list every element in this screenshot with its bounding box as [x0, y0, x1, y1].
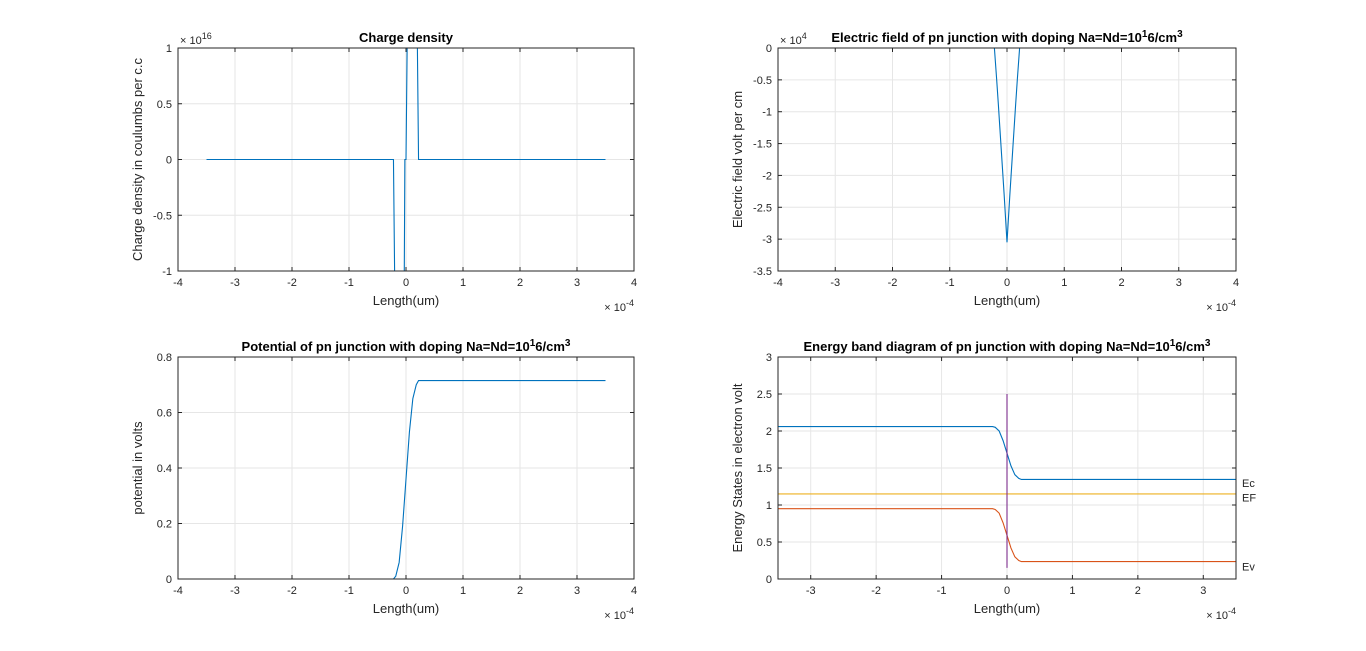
band-label-ec: Ec [1242, 478, 1255, 490]
y-scale-exponent: × 1016 [180, 31, 212, 47]
series-line-1 [806, 47, 1208, 243]
x-tick-label: -3 [230, 277, 240, 289]
y-axis-label: Electric field volt per cm [730, 91, 745, 228]
x-tick-label: 1 [1069, 585, 1075, 597]
y-tick-label: 1 [166, 43, 172, 55]
x-tick-label: 3 [574, 277, 580, 289]
y-tick-label: -0.5 [153, 210, 172, 222]
x-axis-label: Length(um) [974, 293, 1040, 308]
x-tick-label: 1 [460, 585, 466, 597]
y-tick-label: -1.5 [753, 139, 772, 151]
chart-panel-1: -4 -3 -2 -1 0 1 2 3 4 -1 -0.5 0 0.5 1 × 10-4 × 1016 Leng… [130, 30, 637, 314]
x-tick-label: 3 [574, 585, 580, 597]
y-axis-label: potential in volts [130, 421, 145, 515]
x-tick-label: 4 [631, 585, 637, 597]
x-tick-label: -1 [937, 585, 947, 597]
x-tick-label: 2 [1118, 277, 1124, 289]
x-tick-label: 0 [1004, 585, 1010, 597]
y-tick-label: -1 [762, 107, 772, 119]
x-tick-label: -3 [806, 585, 816, 597]
y-tick-label: 0.6 [157, 408, 172, 420]
chart-title: Charge density [359, 30, 454, 45]
y-tick-label: -2.5 [753, 202, 772, 214]
y-tick-label: -3 [762, 234, 772, 246]
x-tick-label: -1 [945, 277, 955, 289]
x-tick-label: 4 [1233, 277, 1239, 289]
y-axis-label: Charge density in coulumbs per c.c [130, 57, 145, 261]
x-tick-label: -2 [888, 277, 898, 289]
y-tick-label: 2.5 [757, 389, 772, 401]
y-tick-label: 3 [766, 352, 772, 364]
x-axis-label: Length(um) [373, 293, 439, 308]
y-tick-label: 1.5 [757, 463, 772, 475]
x-scale-exponent: × 10-4 [1206, 606, 1236, 622]
y-tick-label: -1 [162, 266, 172, 278]
x-tick-label: -4 [173, 277, 183, 289]
x-tick-label: 3 [1200, 585, 1206, 597]
x-tick-label: -3 [230, 585, 240, 597]
x-tick-label: 0 [403, 585, 409, 597]
chart-title: Potential of pn junction with doping Na=… [242, 338, 571, 354]
y-axis-label: Energy States in electron volt [730, 383, 745, 552]
y-scale-exponent: × 104 [780, 31, 807, 47]
y-tick-label: 0 [166, 574, 172, 586]
x-tick-label: 4 [631, 277, 637, 289]
x-tick-label: -1 [344, 585, 354, 597]
x-tick-label: 2 [517, 585, 523, 597]
y-tick-label: -2 [762, 170, 772, 182]
y-tick-label: 0 [166, 155, 172, 167]
chart-title: Electric field of pn junction with dopin… [831, 29, 1183, 45]
x-tick-label: 0 [403, 277, 409, 289]
y-tick-label: 1 [766, 500, 772, 512]
x-scale-exponent: × 10-4 [1206, 298, 1236, 314]
x-tick-label: 0 [1004, 277, 1010, 289]
x-tick-label: -3 [830, 277, 840, 289]
y-tick-label: 0.5 [757, 537, 772, 549]
series-line-1 [206, 47, 606, 272]
x-tick-label: -2 [287, 277, 297, 289]
y-tick-label: 2 [766, 426, 772, 438]
x-scale-exponent: × 10-4 [604, 298, 634, 314]
x-tick-label: -1 [344, 277, 354, 289]
x-tick-label: 2 [517, 277, 523, 289]
x-tick-label: 1 [460, 277, 466, 289]
y-tick-label: 0.8 [157, 352, 172, 364]
x-axis-label: Length(um) [974, 601, 1040, 616]
chart-panel-3: -4 -3 -2 -1 0 1 2 3 4 0 0.2 0.4 0.6 0.8 × 10-4 Length(u… [130, 338, 637, 622]
band-label-ef: EF [1242, 493, 1256, 505]
x-tick-label: 3 [1176, 277, 1182, 289]
y-tick-label: 0.4 [157, 463, 172, 475]
x-tick-label: 1 [1061, 277, 1067, 289]
chart-panel-2: -4 -3 -2 -1 0 1 2 3 4 -3.5 -3 -2.5 -2 -1.5 -1 -0.5 0 × 10… [730, 29, 1239, 314]
x-tick-label: 2 [1135, 585, 1141, 597]
y-tick-label: 0.5 [157, 99, 172, 111]
y-tick-label: 0 [766, 43, 772, 55]
band-label-ev: Ev [1242, 561, 1255, 573]
y-tick-label: -3.5 [753, 266, 772, 278]
chart-title: Energy band diagram of pn junction with … [804, 338, 1211, 354]
x-tick-label: -2 [871, 585, 881, 597]
series-line-1 [206, 380, 606, 580]
y-tick-label: 0 [766, 574, 772, 586]
x-tick-label: -2 [287, 585, 297, 597]
y-tick-label: 0.2 [157, 519, 172, 531]
y-tick-label: -0.5 [753, 75, 772, 87]
x-tick-label: -4 [173, 585, 183, 597]
x-axis-label: Length(um) [373, 601, 439, 616]
x-tick-label: -4 [773, 277, 783, 289]
chart-panel-4: -3 -2 -1 0 1 2 300.511.522.53× 10-4Length(um)E… [730, 338, 1256, 622]
x-scale-exponent: × 10-4 [604, 606, 634, 622]
